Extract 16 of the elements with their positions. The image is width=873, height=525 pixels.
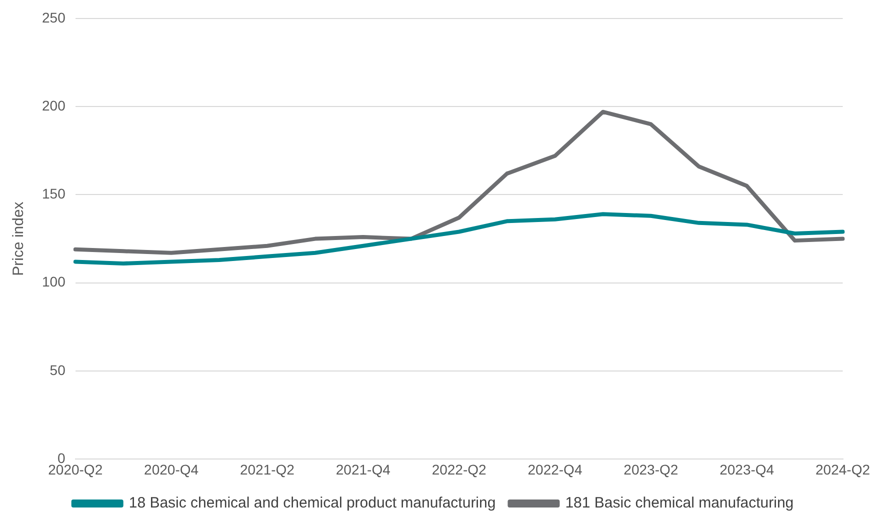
y-tick-label: 200 <box>42 97 66 114</box>
y-axis-title: Price index <box>10 201 28 276</box>
x-tick-label: 2020-Q4 <box>144 461 199 478</box>
legend-label: 181 Basic chemical manufacturing <box>565 494 794 512</box>
legend-label: 18 Basic chemical and chemical product manufacturing <box>128 494 496 512</box>
x-tick-label: 2024-Q2 <box>816 461 870 478</box>
x-tick-label: 2023-Q4 <box>720 461 774 478</box>
y-tick-label: 250 <box>42 9 66 26</box>
x-tick-label: 2021-Q4 <box>336 461 391 478</box>
x-tick-label: 2022-Q2 <box>432 461 487 478</box>
x-tick-label: 2021-Q2 <box>240 461 295 478</box>
x-tick-label: 2023-Q2 <box>624 461 678 478</box>
y-tick-label: 50 <box>50 362 66 378</box>
x-tick-label: 2022-Q4 <box>528 461 582 478</box>
y-tick-label: 100 <box>42 274 66 290</box>
y-tick-label: 150 <box>42 186 66 202</box>
